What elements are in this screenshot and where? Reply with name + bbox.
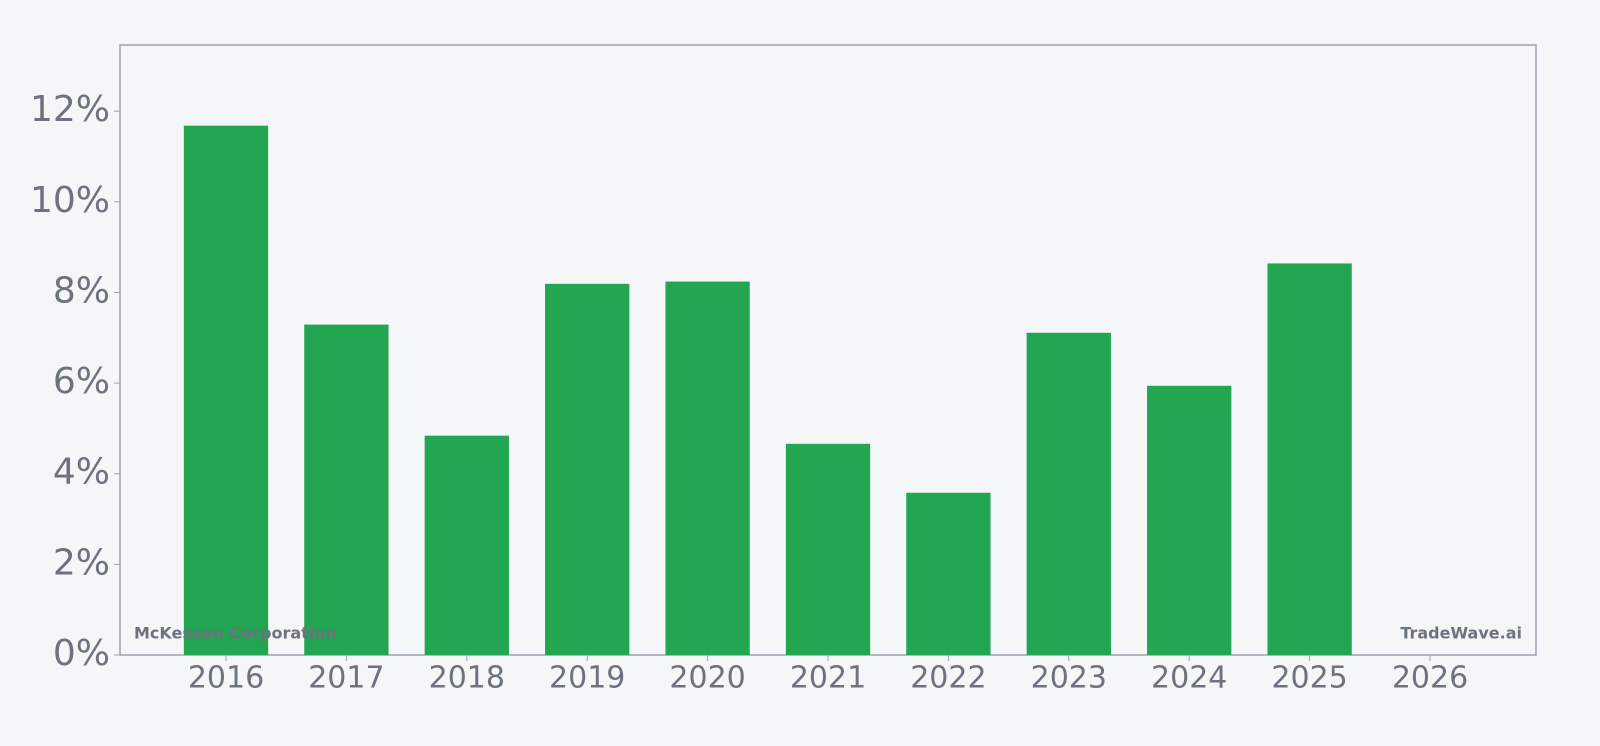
y-tick-label: 0% [53, 633, 110, 674]
x-tick-label: 2022 [910, 661, 986, 696]
x-tick-label: 2026 [1392, 661, 1468, 696]
watermark: McKesson Corporation [134, 624, 337, 643]
bar [785, 443, 871, 655]
bar [1147, 385, 1232, 655]
x-tick-label: 2024 [1151, 661, 1227, 696]
x-tick-label: 2023 [1031, 661, 1107, 696]
bar [545, 283, 630, 655]
x-tick-label: 2020 [669, 661, 745, 696]
x-tick-label: 2018 [429, 661, 505, 696]
bar [424, 435, 509, 655]
bar [665, 281, 750, 655]
y-tick-label: 6% [53, 361, 110, 402]
watermark: TradeWave.ai [1400, 624, 1522, 643]
y-tick-label: 12% [30, 89, 110, 130]
x-tick-label: 2021 [790, 661, 866, 696]
y-tick-label: 10% [30, 180, 110, 221]
bar [183, 125, 269, 656]
bar [304, 324, 389, 655]
x-tick-label: 2016 [188, 661, 264, 696]
x-tick-label: 2025 [1271, 661, 1347, 696]
bar [1026, 332, 1111, 655]
bar [1267, 263, 1352, 655]
x-tick-label: 2017 [308, 661, 384, 696]
y-tick-label: 2% [53, 542, 110, 583]
y-tick-label: 4% [53, 452, 110, 493]
bar [906, 492, 991, 655]
y-tick-label: 8% [53, 270, 110, 311]
x-tick-label: 2019 [549, 661, 625, 696]
